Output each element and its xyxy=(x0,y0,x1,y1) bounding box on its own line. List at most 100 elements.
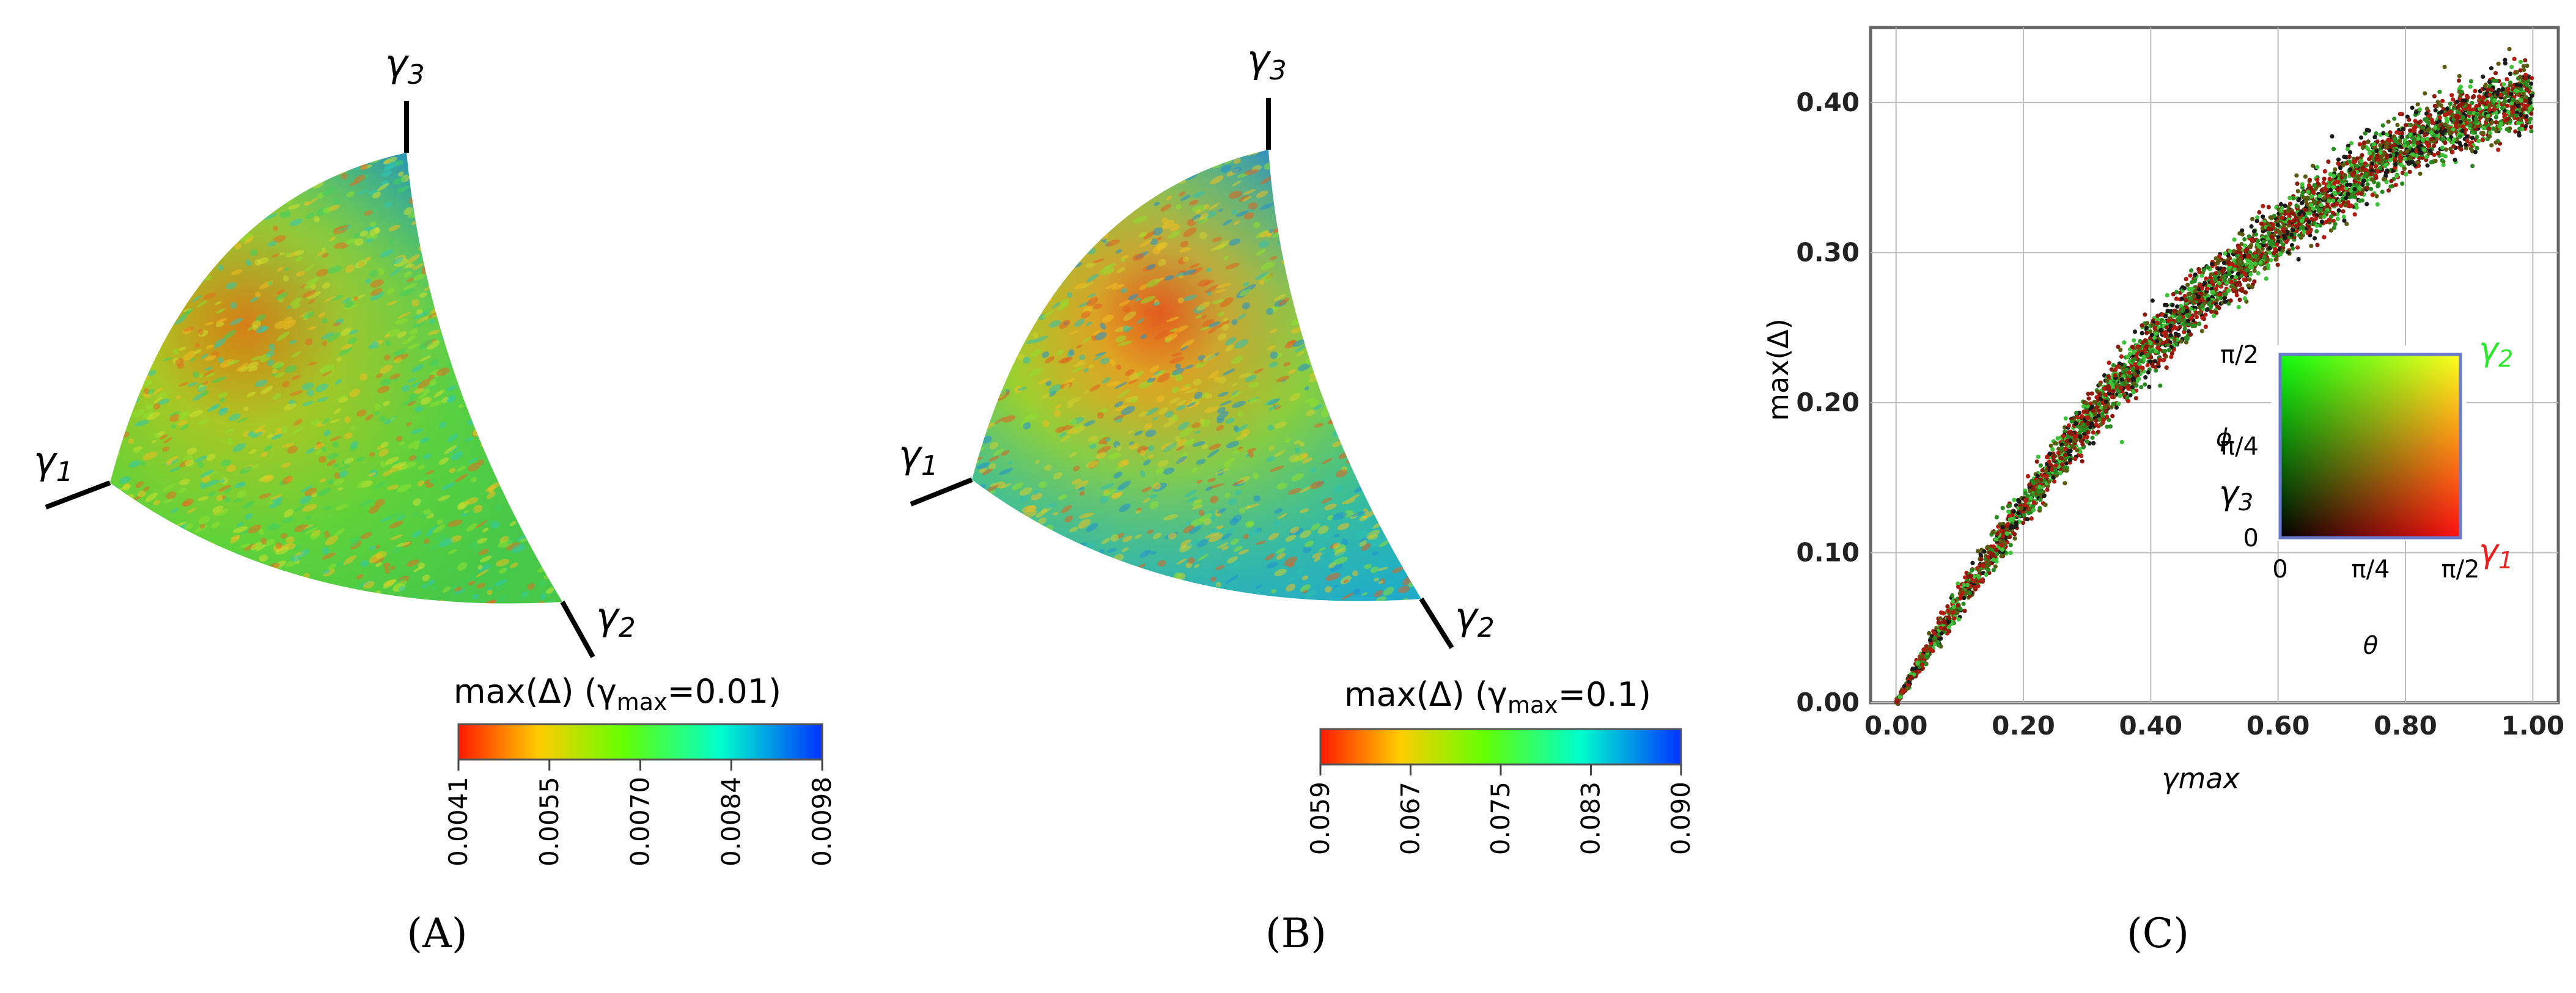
surface-speckle xyxy=(1256,585,1262,589)
surface-speckle xyxy=(1121,547,1129,552)
surface-speckle xyxy=(458,404,464,409)
surface-speckle xyxy=(189,409,203,417)
surface-speckle xyxy=(149,312,155,317)
surface-speckle xyxy=(1268,405,1279,411)
surface-speckle xyxy=(1216,411,1229,421)
surface-speckle xyxy=(512,210,521,215)
surface-speckle xyxy=(1045,503,1058,510)
surface-speckle xyxy=(494,579,508,587)
surface-speckle xyxy=(273,591,281,598)
surface-speckle xyxy=(1026,575,1034,583)
surface-speckle xyxy=(220,459,232,467)
surface-speckle xyxy=(489,439,501,445)
surface-speckle xyxy=(1370,361,1384,368)
surface-speckle xyxy=(271,368,278,374)
surface-speckle xyxy=(1128,293,1138,301)
surface-speckle xyxy=(1408,175,1416,182)
scatter-point xyxy=(2264,276,2269,281)
surface-speckle xyxy=(201,353,208,359)
surface-speckle xyxy=(1305,540,1314,548)
surface-speckle xyxy=(306,291,322,299)
surface-speckle xyxy=(506,452,518,460)
surface-speckle xyxy=(1030,572,1044,581)
surface-speckle xyxy=(1085,460,1099,468)
surface-speckle xyxy=(549,407,560,415)
surface-speckle xyxy=(429,319,435,324)
surface-speckle xyxy=(1001,450,1010,456)
surface-speckle xyxy=(413,273,426,281)
surface-speckle xyxy=(1000,203,1013,212)
surface-speckle xyxy=(302,290,317,298)
surface-speckle xyxy=(1031,588,1045,595)
surface-speckle xyxy=(540,593,546,600)
surface-speckle xyxy=(1371,260,1381,269)
surface-speckle xyxy=(1304,386,1309,391)
scatter-point xyxy=(2407,169,2412,174)
surface-speckle xyxy=(240,191,252,199)
surface-speckle xyxy=(461,512,467,517)
surface-speckle xyxy=(1341,317,1347,323)
scatter-point xyxy=(2184,277,2188,282)
surface-speckle xyxy=(1110,570,1117,576)
surface-speckle xyxy=(548,377,556,385)
surface-speckle xyxy=(110,527,116,533)
surface-speckle xyxy=(1180,428,1193,437)
surface-speckle xyxy=(1083,420,1095,427)
surface-speckle xyxy=(148,595,158,604)
surface-speckle xyxy=(1220,400,1232,406)
surface-speckle xyxy=(1397,598,1408,601)
surface-speckle xyxy=(534,329,541,335)
surface-speckle xyxy=(444,445,457,455)
surface-speckle xyxy=(994,259,1002,265)
surface-speckle xyxy=(534,318,545,324)
scatter-point xyxy=(2336,161,2341,166)
surface-speckle xyxy=(1366,475,1374,483)
surface-speckle xyxy=(514,428,526,436)
colorbar-a xyxy=(457,723,823,761)
surface-speckle xyxy=(146,248,155,255)
surface-speckle xyxy=(309,587,318,592)
surface-speckle xyxy=(1284,438,1291,443)
surface-speckle xyxy=(1100,323,1106,330)
surface-speckle xyxy=(379,600,392,604)
surface-speckle xyxy=(1373,577,1380,582)
surface-speckle xyxy=(1099,496,1108,504)
surface-speckle xyxy=(1205,532,1220,538)
surface-speckle xyxy=(393,580,407,588)
surface-speckle xyxy=(305,212,315,219)
scatter-point xyxy=(2080,459,2085,464)
surface-speckle xyxy=(207,406,218,412)
surface-speckle xyxy=(1232,180,1242,186)
surface-speckle xyxy=(147,539,156,547)
surface-speckle xyxy=(226,438,234,445)
surface-speckle xyxy=(1369,299,1374,302)
surface-speckle xyxy=(496,268,502,273)
surface-speckle xyxy=(1048,320,1061,328)
scatter-point xyxy=(2174,296,2179,301)
surface-speckle xyxy=(169,414,180,422)
axis-label-gamma1-a: γ1 xyxy=(34,438,73,488)
surface-speckle xyxy=(512,248,521,254)
surface-speckle xyxy=(411,176,421,183)
surface-speckle xyxy=(1180,339,1194,349)
surface-speckle xyxy=(474,520,488,529)
surface-speckle xyxy=(1352,219,1360,225)
surface-speckle xyxy=(1086,297,1098,307)
surface-speckle xyxy=(276,289,285,295)
surface-speckle xyxy=(395,159,403,166)
surface-speckle xyxy=(1110,534,1119,542)
surface-speckle xyxy=(1028,530,1034,537)
surface-speckle xyxy=(163,208,178,216)
surface-speckle xyxy=(246,391,256,397)
surface-speckle xyxy=(408,394,418,400)
surface-speckle xyxy=(1237,411,1243,417)
surface-speckle xyxy=(484,381,493,388)
surface-speckle xyxy=(360,560,369,568)
surface-speckle xyxy=(381,170,392,177)
scatter-point xyxy=(2440,98,2445,103)
surface-speckle xyxy=(1047,271,1055,276)
surface-speckle xyxy=(446,385,457,392)
surface-speckle xyxy=(224,428,235,433)
surface-speckle xyxy=(1102,236,1107,240)
surface-speckle xyxy=(478,304,490,312)
